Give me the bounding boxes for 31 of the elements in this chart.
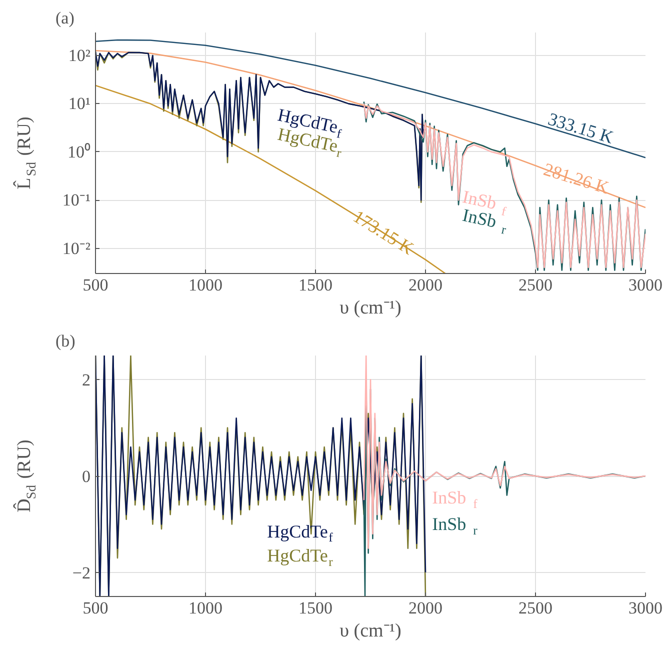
y-tick-label: 0 (82, 467, 90, 486)
x-tick-label: 500 (82, 598, 108, 618)
line-series (96, 84, 446, 274)
x-tick-label: 3000 (628, 276, 662, 294)
x-axis-title: υ (cm⁻¹) (340, 620, 402, 642)
x-tick-label: 2000 (408, 276, 442, 294)
y-tick-label: 10⁻² (62, 238, 91, 258)
x-tick-label: 2000 (408, 598, 442, 618)
x-tick-label: 1500 (298, 276, 332, 294)
y-axis-title: L̂Sd (RU) (12, 116, 39, 190)
chart-title: (b) (56, 332, 76, 350)
line-series (96, 39, 646, 158)
y-tick-label: 2 (82, 370, 90, 390)
x-tick-label: 1000 (188, 276, 222, 294)
y-axis-title: D̂Sd (RU) (12, 440, 39, 512)
x-axis-title: υ (cm⁻¹) (340, 298, 402, 318)
x-tick-label: 500 (82, 276, 108, 294)
text: 333.15 K (546, 108, 616, 148)
y-tick-label: 10¹ (68, 94, 91, 114)
x-tick-label: 2500 (518, 598, 552, 618)
y-tick-label: 10⁰ (68, 142, 90, 162)
y-tick-label: 10² (68, 46, 91, 65)
line-series (96, 50, 646, 208)
chart-title: (a) (56, 8, 74, 28)
x-tick-label: 1000 (188, 598, 222, 618)
x-tick-label: 2500 (518, 276, 552, 294)
line-series (363, 356, 646, 549)
y-tick-label: 10⁻¹ (62, 190, 91, 210)
y-tick-label: −2 (72, 563, 91, 582)
x-tick-label: 3000 (628, 598, 662, 618)
x-tick-label: 1500 (298, 598, 332, 618)
